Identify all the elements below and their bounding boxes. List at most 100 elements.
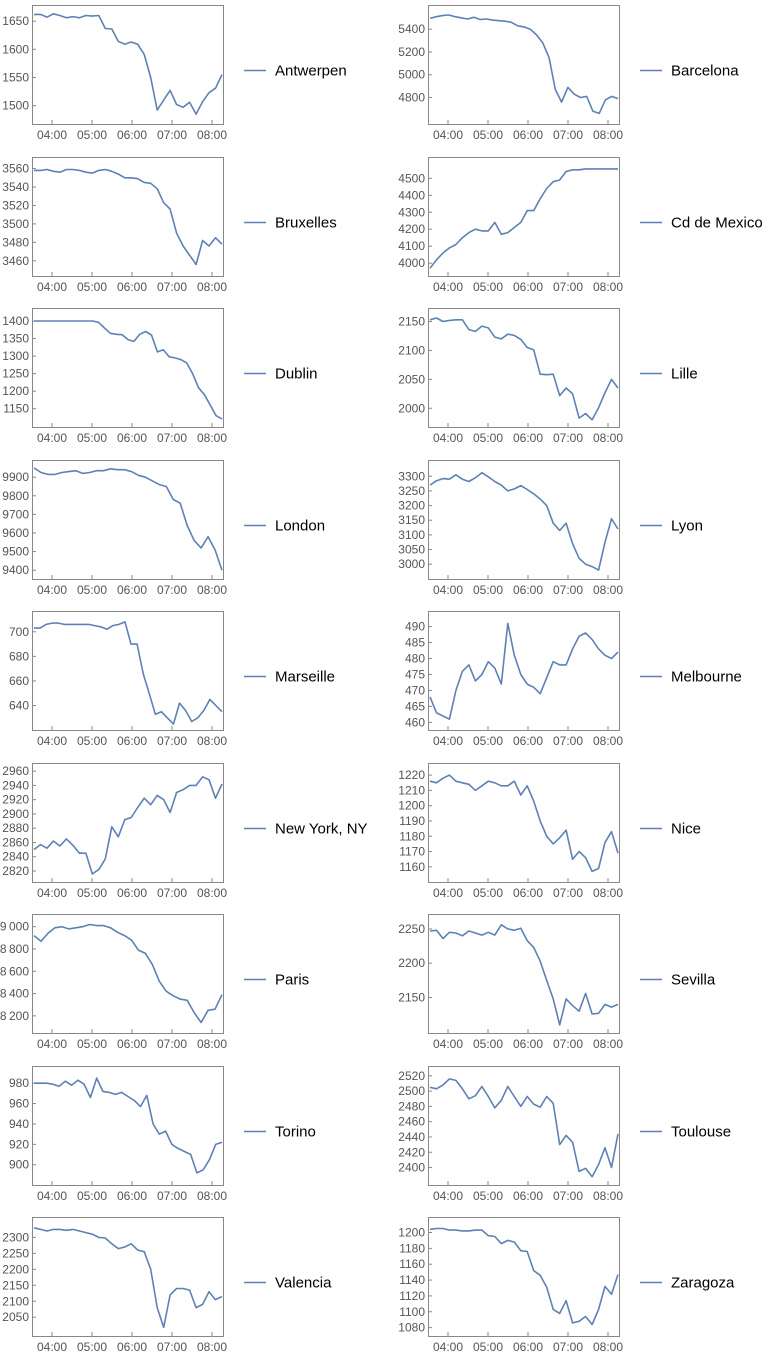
x-tick-label: 07:00 — [157, 583, 187, 597]
y-tick-label: 2300 — [2, 1230, 29, 1244]
y-tick-label: 940 — [9, 1117, 29, 1131]
x-tick-label: 06:00 — [117, 886, 147, 900]
y-tick-label: 18 400 — [0, 987, 29, 1001]
x-tick-label: 07:00 — [553, 1037, 583, 1051]
y-tick-label: 460 — [405, 715, 425, 729]
y-tick-label: 2460 — [398, 1115, 425, 1129]
x-tick-label: 04:00 — [37, 734, 67, 748]
x-tick-label: 05:00 — [473, 583, 503, 597]
y-tick-label: 640 — [9, 699, 29, 713]
x-tick-label: 06:00 — [513, 1340, 543, 1354]
chart-dublin: 1150 1200 1250 1300 1350 1400 04:00 05:00 06:00 0… — [2, 308, 318, 445]
x-tick-label: 05:00 — [77, 886, 107, 900]
x-tick-label: 07:00 — [553, 128, 583, 142]
y-tick-label: 4000 — [398, 256, 425, 270]
x-tick-label: 07:00 — [553, 1340, 583, 1354]
y-tick-label: 3540 — [2, 180, 29, 194]
legend-label: Cd de Mexico — [671, 215, 763, 232]
x-tick-label: 05:00 — [77, 1037, 107, 1051]
series-line-nice — [429, 774, 619, 873]
x-tick-label: 04:00 — [433, 1340, 463, 1354]
y-tick-label: 1300 — [2, 349, 29, 363]
x-tick-label: 04:00 — [433, 280, 463, 294]
plot-frame — [32, 5, 224, 125]
y-tick-label: 1190 — [399, 814, 425, 828]
x-tick-label: 04:00 — [37, 1189, 67, 1203]
x-tick-label: 08:00 — [197, 734, 227, 748]
y-tick-label: 1200 — [398, 1226, 425, 1240]
y-tick-label: 4300 — [398, 205, 425, 219]
y-tick-label: 1180 — [399, 829, 425, 843]
legend-label: Lille — [671, 366, 698, 383]
plot-frame — [428, 1066, 620, 1186]
y-tick-label: 3520 — [2, 198, 29, 212]
y-tick-label: 2150 — [2, 1278, 29, 1292]
y-tick-label: 2150 — [398, 991, 425, 1005]
legend-label: Barcelona — [671, 63, 739, 80]
y-tick-label: 3460 — [2, 254, 29, 268]
series-line-marseille — [34, 621, 223, 725]
y-tick-label: 2500 — [398, 1084, 425, 1098]
plot-frame — [32, 308, 224, 428]
legend-label: Toulouse — [671, 1124, 731, 1141]
x-tick-label: 04:00 — [433, 431, 463, 445]
y-tick-label: 3200 — [398, 499, 425, 513]
x-tick-label: 06:00 — [513, 1189, 543, 1203]
x-tick-label: 06:00 — [117, 583, 147, 597]
x-tick-label: 06:00 — [117, 280, 147, 294]
chart-cd-de-mexico: 4000 4100 4200 4300 4400 4500 04:00 05:00 06:00 0… — [398, 157, 763, 294]
y-tick-label: 9700 — [2, 507, 29, 521]
x-tick-label: 08:00 — [197, 128, 227, 142]
plot-frame — [428, 5, 620, 125]
chart-torino: 900 920 940 960 980 04:00 05:00 06:00 07:00 08:00… — [9, 1066, 316, 1203]
x-tick-label: 05:00 — [473, 1189, 503, 1203]
y-tick-label: 1100 — [399, 1305, 425, 1319]
y-tick-label: 5400 — [398, 22, 425, 36]
x-tick-label: 08:00 — [197, 1189, 227, 1203]
y-tick-label: 1160 — [399, 860, 425, 874]
y-tick-label: 2920 — [2, 793, 29, 807]
y-tick-label: 2050 — [2, 1310, 29, 1324]
legend-label: Valencia — [275, 1275, 332, 1292]
x-tick-label: 08:00 — [593, 128, 623, 142]
x-tick-label: 06:00 — [513, 128, 543, 142]
x-tick-label: 05:00 — [77, 1340, 107, 1354]
legend-label: Lyon — [671, 518, 703, 535]
series-line-zaragoza — [429, 1227, 619, 1326]
x-tick-label: 04:00 — [37, 1037, 67, 1051]
x-tick-label: 05:00 — [77, 734, 107, 748]
y-tick-label: 1200 — [2, 384, 29, 398]
x-tick-label: 08:00 — [593, 431, 623, 445]
x-tick-label: 04:00 — [433, 128, 463, 142]
y-tick-label: 660 — [9, 674, 29, 688]
x-tick-label: 04:00 — [433, 1189, 463, 1203]
x-tick-label: 04:00 — [37, 1340, 67, 1354]
x-tick-label: 05:00 — [77, 128, 107, 142]
x-tick-label: 07:00 — [553, 583, 583, 597]
legend-label: Paris — [275, 972, 309, 989]
y-tick-label: 700 — [9, 625, 29, 639]
x-tick-label: 07:00 — [157, 280, 187, 294]
y-tick-label: 2250 — [2, 1246, 29, 1260]
y-tick-label: 1160 — [399, 1257, 425, 1271]
x-tick-label: 08:00 — [197, 886, 227, 900]
series-line-london — [33, 467, 223, 571]
legend-label: Sevilla — [671, 972, 716, 989]
x-tick-label: 07:00 — [157, 1340, 187, 1354]
plot-frame — [32, 611, 224, 731]
y-tick-label: 490 — [405, 620, 425, 634]
y-tick-label: 3250 — [398, 484, 425, 498]
y-tick-label: 2860 — [2, 835, 29, 849]
y-tick-label: 5000 — [398, 68, 425, 82]
series-line-barcelona — [429, 14, 619, 115]
x-tick-label: 05:00 — [473, 431, 503, 445]
x-tick-label: 08:00 — [593, 1037, 623, 1051]
y-tick-label: 4500 — [398, 171, 425, 185]
x-tick-label: 06:00 — [513, 1037, 543, 1051]
y-tick-label: 4800 — [398, 91, 425, 105]
y-tick-label: 2150 — [398, 315, 425, 329]
plot-frame — [428, 157, 620, 277]
